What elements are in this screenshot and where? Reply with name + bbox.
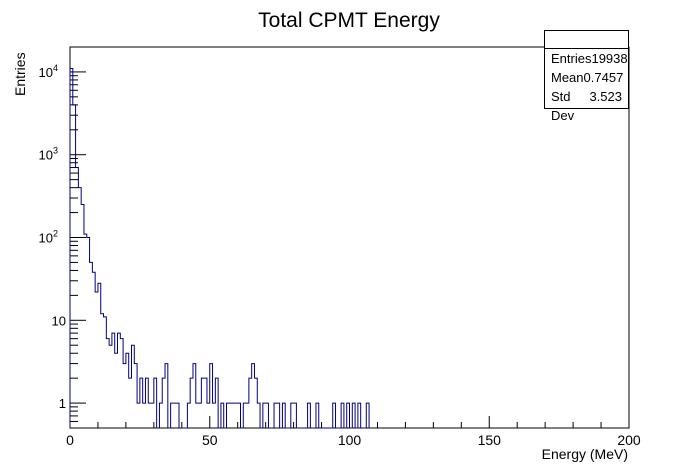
x-tick-label: 0	[66, 432, 74, 448]
y-tick-label: 1	[59, 396, 66, 411]
y-tick-label: 103	[39, 146, 58, 163]
stats-mean-value: 0.7457	[583, 70, 624, 85]
stats-entries-value: 19938	[591, 51, 628, 66]
x-tick-label: 200	[617, 432, 641, 448]
y-tick-label: 104	[39, 63, 58, 80]
stats-std-label: Std Dev	[551, 89, 575, 123]
y-axis-label: Entries	[12, 52, 28, 96]
x-tick-label: 100	[338, 432, 362, 448]
stats-mean-label: Mean	[551, 70, 584, 85]
y-tick-label: 10	[52, 313, 66, 328]
x-axis-ticks: 0 50 100 150 200	[66, 416, 641, 448]
y-tick-label: 102	[39, 229, 58, 246]
x-tick-label: 150	[478, 432, 502, 448]
chart-title: Total CPMT Energy	[258, 9, 440, 32]
stats-std-value: 3.523	[589, 89, 622, 104]
x-axis-label: Energy (MeV)	[541, 446, 628, 462]
histogram-line	[69, 67, 370, 429]
x-tick-label: 50	[202, 432, 218, 448]
stats-box: Entries 19938 Mean 0.7457 Std Dev 3.523	[544, 30, 629, 123]
stats-header	[545, 31, 628, 49]
stats-row-mean: Mean 0.7457	[545, 68, 628, 87]
stats-row-std: Std Dev 3.523	[545, 87, 628, 123]
stats-row-entries: Entries 19938	[545, 49, 628, 68]
stats-entries-label: Entries	[551, 51, 592, 66]
y-axis-ticks: 1 10 102 103 104	[39, 46, 86, 429]
